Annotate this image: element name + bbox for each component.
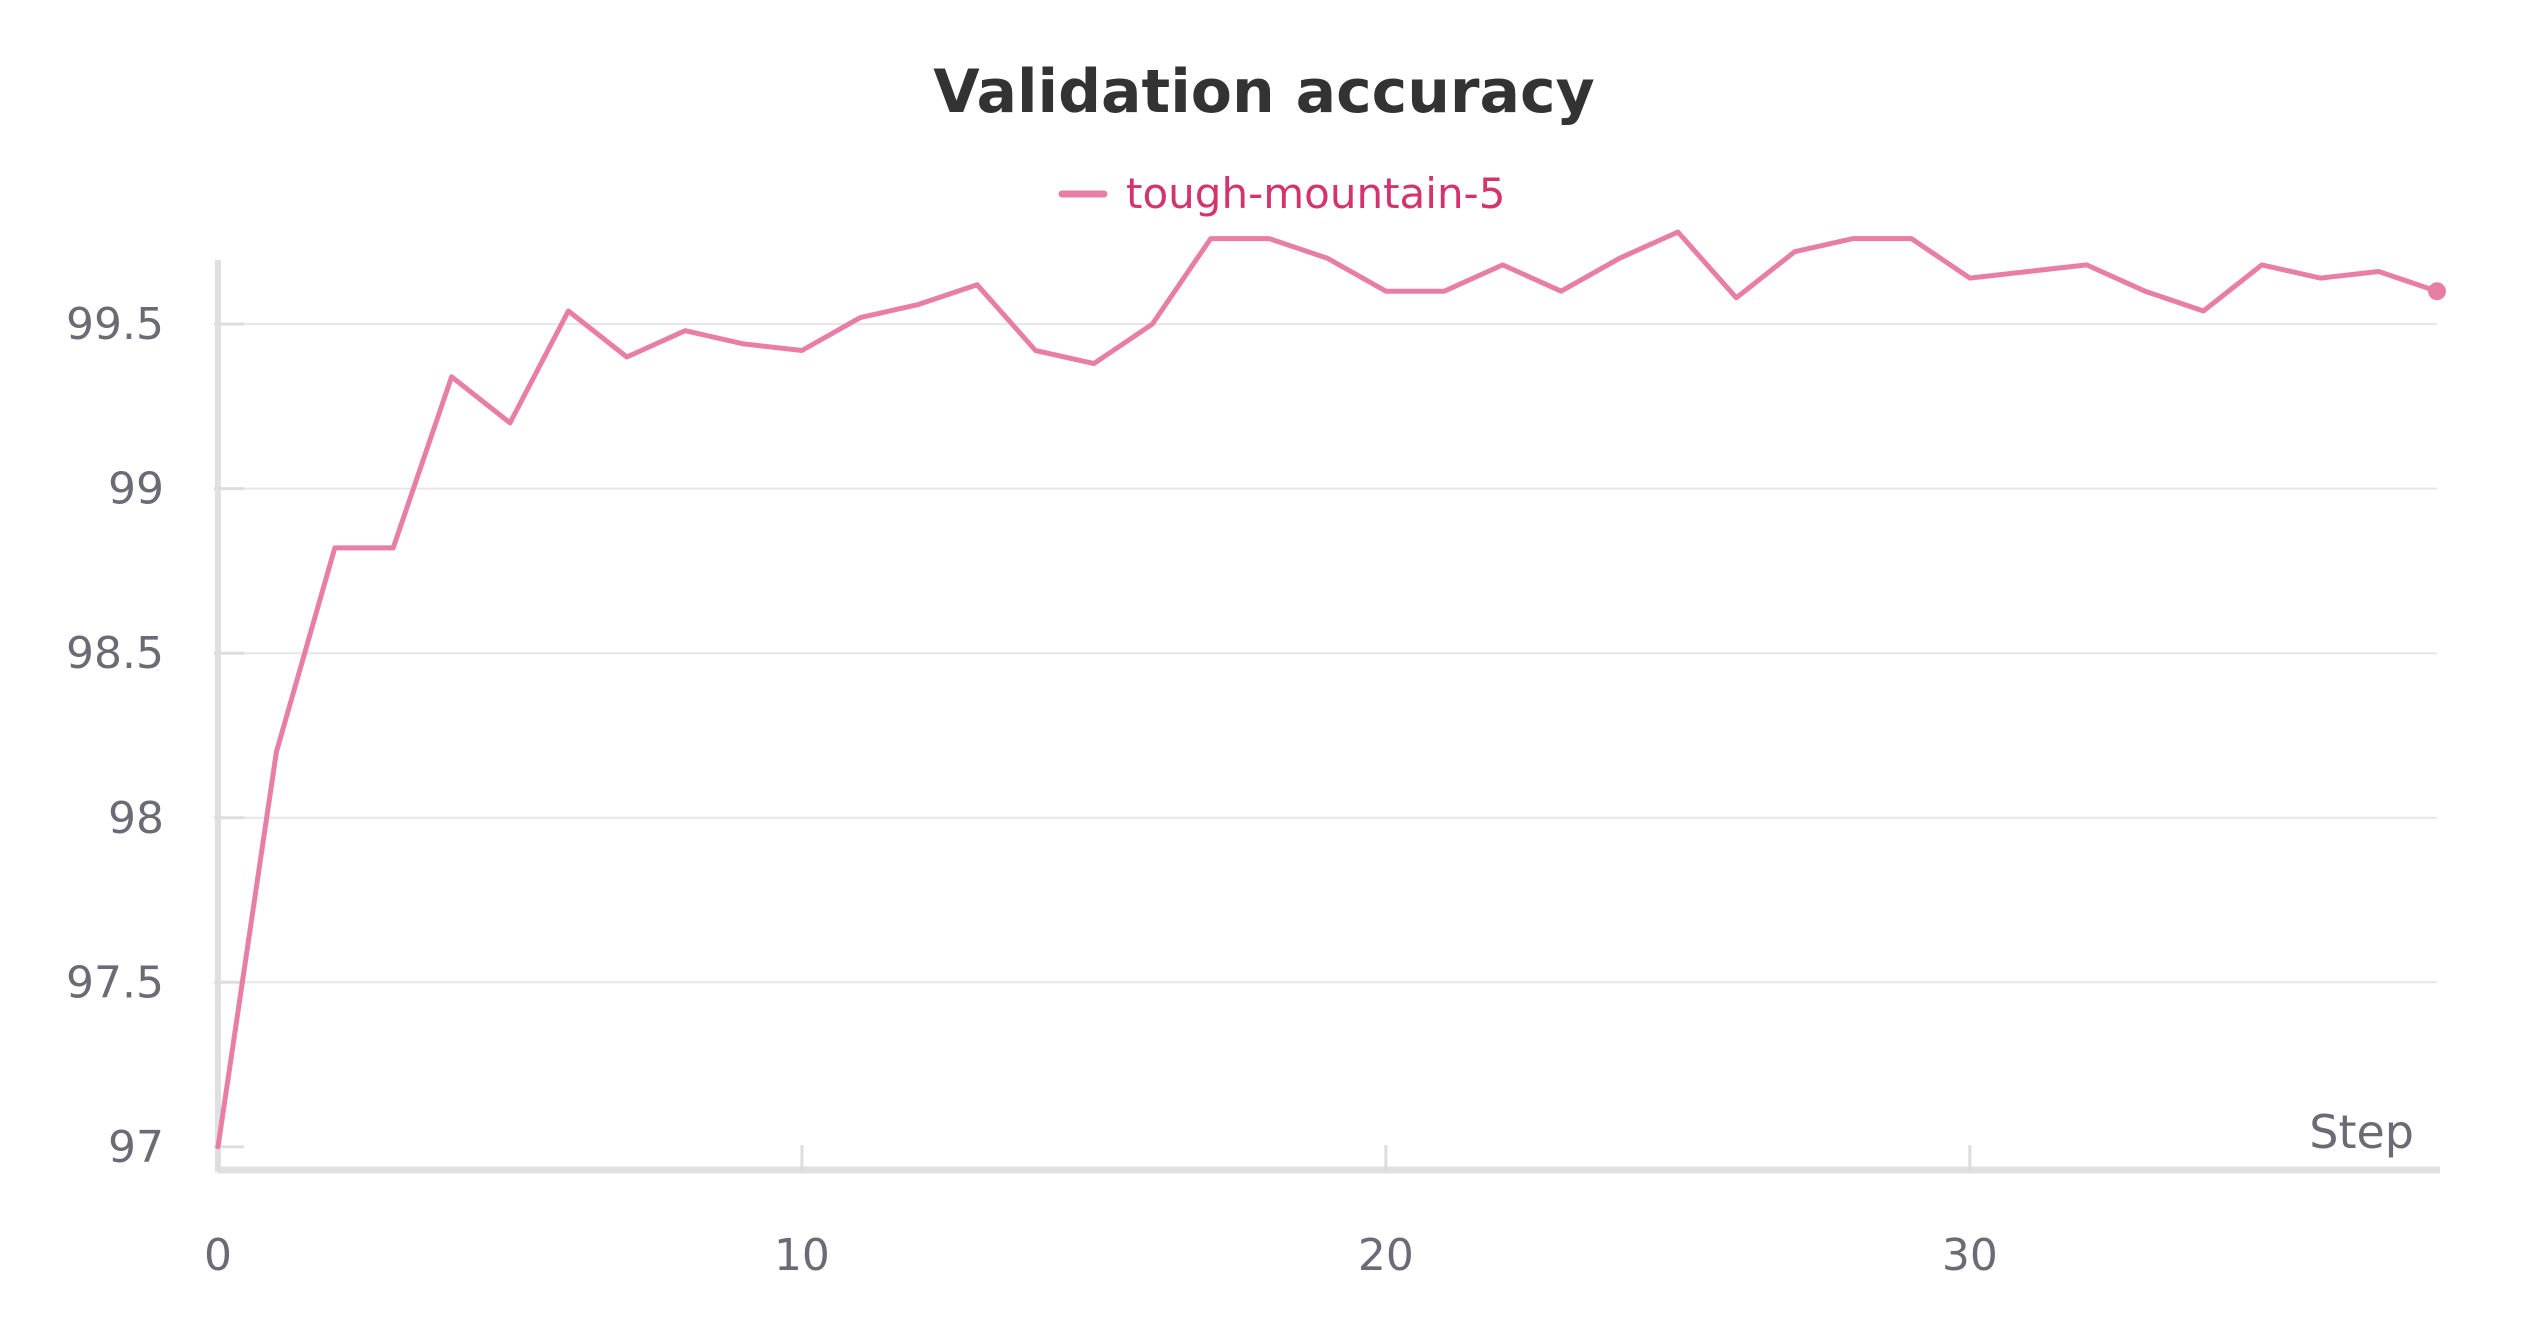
y-tick-label: 97.5 — [66, 957, 164, 1008]
x-ticks: 0 10 20 30 — [204, 1145, 1998, 1281]
grid-lines — [218, 323, 2437, 984]
series-end-point[interactable] — [2428, 282, 2446, 301]
x-tick-label: 10 — [774, 1230, 830, 1281]
axes — [215, 260, 2440, 1174]
x-tick-label: 20 — [1358, 1230, 1414, 1281]
y-tick-label: 98 — [108, 793, 164, 844]
y-tick-label: 97 — [108, 1122, 164, 1173]
y-ticks: 97 97.5 98 98.5 99 99.5 — [66, 299, 244, 1173]
series-line-tough-mountain-5[interactable] — [215, 229, 2440, 1150]
y-tick-label: 98.5 — [66, 628, 164, 679]
x-axis-label: Step — [2309, 1105, 2414, 1159]
chart-title: Validation accuracy — [933, 57, 1594, 127]
legend[interactable]: tough-mountain-5 — [1058, 169, 1505, 218]
y-tick-label: 99.5 — [66, 299, 164, 350]
legend-label-tough-mountain-5: tough-mountain-5 — [1126, 169, 1505, 218]
series-layer[interactable] — [215, 229, 2446, 1150]
x-tick-label: 0 — [204, 1230, 232, 1281]
x-tick-label: 30 — [1942, 1230, 1998, 1281]
y-tick-label: 99 — [108, 464, 164, 515]
